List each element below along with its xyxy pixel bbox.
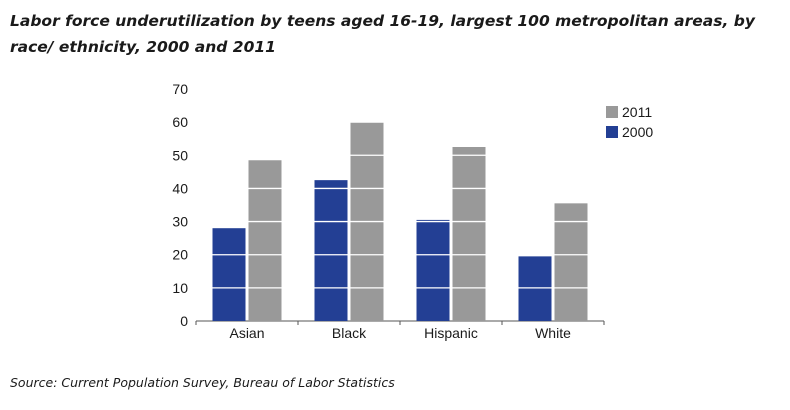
legend-label-2011: 2011 (622, 104, 652, 120)
legend-swatch-2011 (606, 106, 618, 118)
x-tick-label: Asian (229, 325, 264, 341)
x-tick-label: Hispanic (424, 325, 478, 341)
bar-asian-2011 (248, 160, 282, 321)
y-tick-label: 20 (172, 247, 188, 263)
bar-white-2000 (518, 256, 552, 321)
y-tick-label: 30 (172, 214, 188, 230)
chart-title: Labor force underutilization by teens ag… (10, 12, 755, 56)
bars (212, 122, 588, 322)
bar-white-2011 (554, 203, 588, 321)
legend-label-2000: 2000 (622, 124, 653, 140)
y-tick-label: 50 (172, 147, 188, 163)
bar-asian-2000 (212, 228, 246, 321)
bar-black-2000 (314, 180, 348, 321)
legend: 2011 2000 (606, 104, 653, 140)
y-tick-label: 60 (172, 114, 188, 130)
y-axis: 0 10 20 30 40 50 60 70 (172, 81, 188, 329)
y-tick-label: 0 (180, 313, 188, 329)
legend-swatch-2000 (606, 126, 618, 138)
bar-hispanic-2011 (452, 147, 486, 321)
source-note: Source: Current Population Survey, Burea… (10, 375, 395, 390)
y-tick-label: 70 (172, 81, 188, 97)
x-axis: Asian Black Hispanic White (195, 320, 605, 341)
x-tick-label: Black (332, 325, 367, 341)
gridlines (196, 88, 604, 289)
y-tick-label: 40 (172, 180, 188, 196)
x-tick-label: White (535, 325, 571, 341)
y-tick-label: 10 (172, 280, 188, 296)
bar-hispanic-2000 (416, 219, 450, 321)
